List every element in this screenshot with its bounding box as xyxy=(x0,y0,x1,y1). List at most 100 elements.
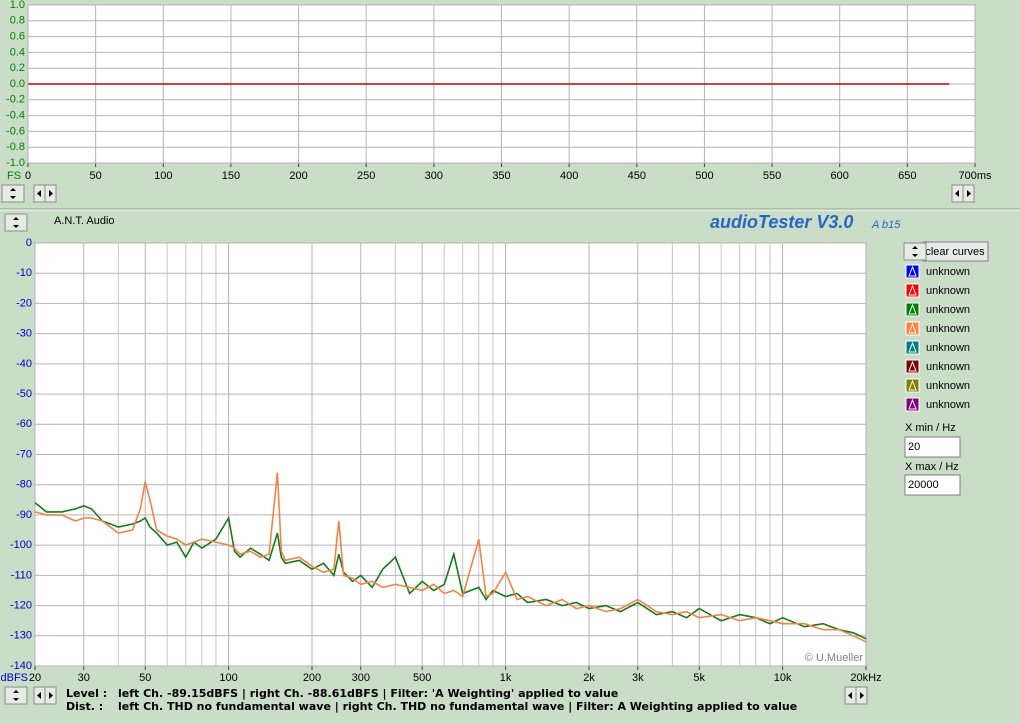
y-tick-label: -110 xyxy=(11,569,32,581)
x-tick-label: 0 xyxy=(25,170,31,182)
x-tick-label: 1k xyxy=(500,672,512,684)
y-tick-label: -50 xyxy=(16,388,32,400)
spin-button[interactable] xyxy=(4,686,28,705)
x-tick-label: 3k xyxy=(632,672,644,684)
x-min-value: 20 xyxy=(908,441,920,453)
legend-icon xyxy=(908,379,917,391)
y-tick-label: -140 xyxy=(10,660,32,672)
x-tick-label: 450 xyxy=(628,170,646,182)
x-tick-label: 500 xyxy=(413,672,431,684)
y-tick-label: -80 xyxy=(16,479,32,491)
legend-label: unknown xyxy=(926,380,970,392)
spin-button[interactable] xyxy=(1,184,25,203)
level-label: Level : xyxy=(66,687,107,700)
x-tick-label: 400 xyxy=(560,170,578,182)
x-tick-label: 200 xyxy=(289,170,307,182)
x-tick-label: 300 xyxy=(425,170,443,182)
status-bar: Level : left Ch. -89.15dBFS | right Ch. … xyxy=(66,687,797,713)
y-tick-label: -40 xyxy=(16,358,32,370)
y-tick-label: -100 xyxy=(10,539,32,551)
legend-label: unknown xyxy=(926,361,970,373)
y-tick-label: -0.8 xyxy=(6,141,25,153)
x-max-value: 20000 xyxy=(908,479,939,491)
legend-icon xyxy=(908,265,917,277)
series-line xyxy=(34,502,867,640)
x-tick-label: 550 xyxy=(763,170,781,182)
y-tick-label: -60 xyxy=(16,418,32,430)
legend-label: unknown xyxy=(926,266,970,278)
y-tick-label: 1.0 xyxy=(10,0,25,11)
legend-label: unknown xyxy=(926,399,970,411)
legend-label: unknown xyxy=(926,285,970,297)
x-tick-label: 50 xyxy=(90,170,102,182)
x-tick-label: 150 xyxy=(222,170,240,182)
legend-label: unknown xyxy=(926,323,970,335)
legend-icon xyxy=(908,284,917,296)
spin-arrows xyxy=(13,690,19,701)
y-tick-label: -90 xyxy=(16,509,32,521)
x-tick-label: 50 xyxy=(139,672,151,684)
spin-button[interactable] xyxy=(903,242,927,261)
y-tick-label: -1.0 xyxy=(6,157,25,169)
x-tick-label: 300 xyxy=(352,672,370,684)
spin-arrows xyxy=(912,246,918,257)
x-tick-label: 650 xyxy=(898,170,916,182)
spin-arrows xyxy=(13,217,19,228)
scroll-arrow xyxy=(848,692,852,699)
y-tick-label: -0.4 xyxy=(6,110,25,122)
x-tick-label: 20 xyxy=(29,672,41,684)
y-tick-label: 0.0 xyxy=(10,78,25,90)
legend-icon xyxy=(908,360,917,372)
y-tick-label: -0.6 xyxy=(6,125,25,137)
scroll-arrow xyxy=(49,692,53,699)
scroll-arrow xyxy=(49,190,53,197)
x-tick-label: 500 xyxy=(695,170,713,182)
x-tick-label: 100 xyxy=(219,672,237,684)
legend-icon xyxy=(908,398,917,410)
level-text: left Ch. -89.15dBFS | right Ch. -88.61dB… xyxy=(118,687,618,700)
scroll-arrow xyxy=(967,190,971,197)
dist-text: left Ch. THD no fundamental wave | right… xyxy=(118,700,797,713)
clear-curves-label: clear curves xyxy=(925,246,985,258)
scroll-arrow xyxy=(37,190,41,197)
legend-label: unknown xyxy=(926,342,970,354)
brand: A.N.T. Audio xyxy=(54,215,115,227)
x-tick-label: 5k xyxy=(693,672,705,684)
y-tick-label: 0.4 xyxy=(10,46,25,58)
legend-icon xyxy=(908,341,917,353)
y-tick-label: -130 xyxy=(10,630,32,642)
y-tick-label: -20 xyxy=(16,297,32,309)
spin-arrows xyxy=(10,188,16,199)
app-version: A b15 xyxy=(871,219,901,231)
legend-label: unknown xyxy=(926,304,970,316)
x-tick-label: 20kHz xyxy=(850,672,881,684)
copyright: © U.Mueller xyxy=(805,652,864,664)
x-max-label: X max / Hz xyxy=(905,461,959,473)
legend-icon xyxy=(908,322,917,334)
series-line xyxy=(34,472,867,643)
spin-button[interactable] xyxy=(4,213,28,232)
x-tick-label: 350 xyxy=(492,170,510,182)
y-tick-label: -0.2 xyxy=(6,94,25,106)
x-max-input[interactable] xyxy=(904,474,961,496)
y-tick-label: 0.2 xyxy=(10,62,25,74)
x-tick-label: 10k xyxy=(774,672,792,684)
x-tick-label: 100 xyxy=(154,170,172,182)
dist-label: Dist. : xyxy=(66,700,103,713)
scroll-arrow xyxy=(37,692,41,699)
x-tick-label: 2k xyxy=(583,672,595,684)
y-tick-label: -30 xyxy=(16,328,32,340)
x-tick-label: 200 xyxy=(303,672,321,684)
y-unit-label: dBFS xyxy=(0,672,28,684)
x-tick-label: 600 xyxy=(831,170,849,182)
scroll-arrow xyxy=(860,692,864,699)
legend-icon xyxy=(908,303,917,315)
y-tick-label: 0 xyxy=(26,237,32,249)
x-min-label: X min / Hz xyxy=(905,422,956,434)
y-tick-label: 0.8 xyxy=(10,15,25,27)
x-tick-label: 30 xyxy=(78,672,90,684)
x-min-input[interactable] xyxy=(904,436,961,458)
x-tick-label: 250 xyxy=(357,170,375,182)
y-tick-label: -70 xyxy=(16,448,32,460)
